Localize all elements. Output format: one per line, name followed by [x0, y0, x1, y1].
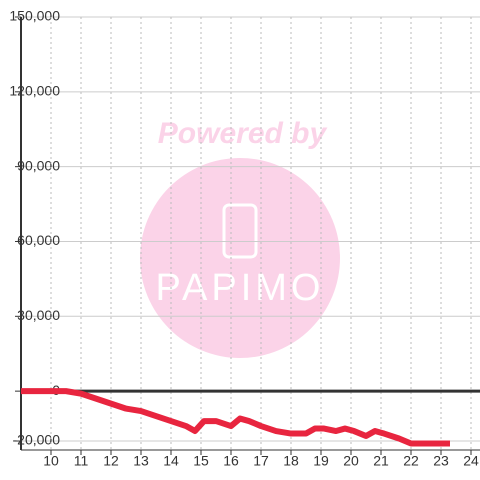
watermark: Powered by PAPIMO — [140, 117, 340, 358]
x-tick-label: 17 — [253, 453, 269, 469]
y-tick-label: 150,000 — [9, 8, 60, 24]
watermark-text: Powered by — [158, 117, 328, 150]
x-tick-label: 14 — [163, 453, 179, 469]
x-tick-label: 16 — [223, 453, 239, 469]
watermark-logo: PAPIMO — [156, 267, 325, 309]
y-tick-label: 90,000 — [17, 157, 60, 173]
x-tick-label: 15 — [193, 453, 209, 469]
x-tick-label: 21 — [373, 453, 389, 469]
y-tick-label: -20,000 — [13, 432, 61, 448]
x-tick-label: 19 — [313, 453, 329, 469]
x-tick-label: 23 — [433, 453, 449, 469]
x-tick-label: 12 — [103, 453, 119, 469]
x-tick-label: 18 — [283, 453, 299, 469]
y-tick-label: 30,000 — [17, 307, 60, 323]
x-tick-label: 20 — [343, 453, 359, 469]
x-tick-label: 10 — [43, 453, 59, 469]
y-tick-label: 120,000 — [9, 83, 60, 99]
x-tick-label: 22 — [403, 453, 419, 469]
line — [21, 388, 450, 447]
watermark-icon — [222, 203, 258, 259]
x-tick-label: 13 — [133, 453, 149, 469]
x-tick-label: 11 — [74, 453, 89, 469]
y-tick-label: 60,000 — [17, 232, 60, 248]
x-tick-label: 24 — [463, 453, 479, 469]
